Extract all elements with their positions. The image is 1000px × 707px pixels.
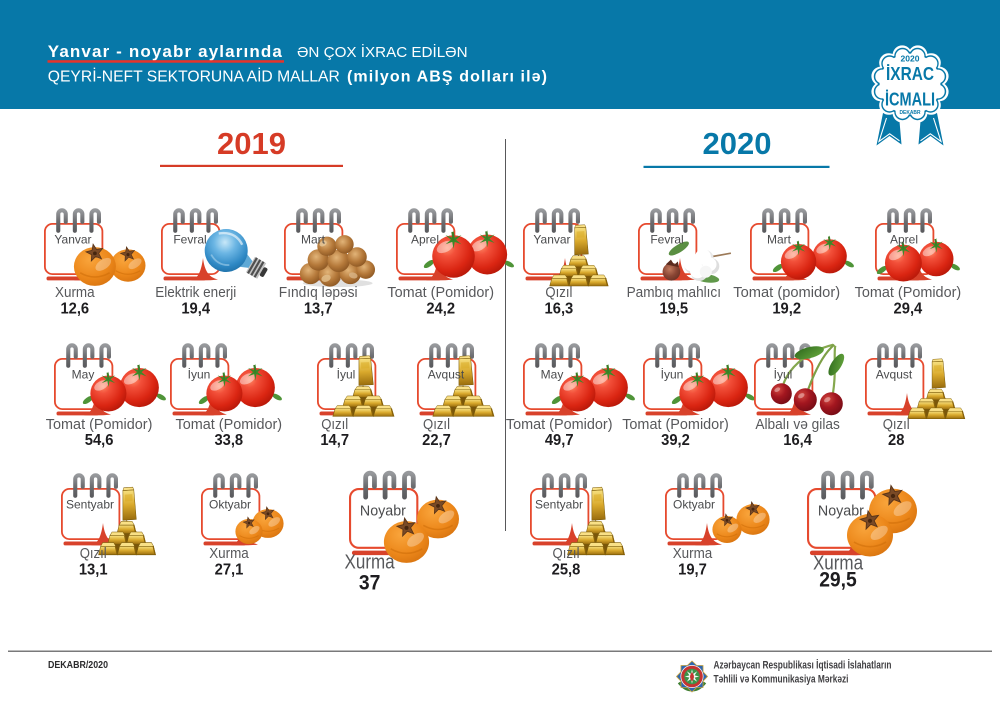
svg-text:Qızıl: Qızıl: [423, 416, 450, 433]
svg-text:19,7: 19,7: [678, 561, 707, 578]
svg-text:13,7: 13,7: [304, 300, 333, 317]
svg-text:Tomat (Pomidor): Tomat (Pomidor): [46, 416, 153, 433]
svg-text:Qızıl: Qızıl: [553, 545, 580, 562]
svg-text:14,7: 14,7: [320, 432, 349, 449]
svg-text:Avqust: Avqust: [876, 367, 913, 381]
svg-text:Azərbaycan Respublikası İqtisa: Azərbaycan Respublikası İqtisadi İslahat…: [714, 659, 892, 672]
svg-text:Yanvar: Yanvar: [533, 232, 570, 246]
svg-text:Tomat (Pomidor): Tomat (Pomidor): [175, 416, 282, 433]
svg-text:Yanvar - noyabr aylarında: Yanvar - noyabr aylarında: [48, 42, 283, 61]
svg-text:Aprel: Aprel: [411, 232, 439, 246]
svg-text:12,6: 12,6: [60, 300, 89, 317]
svg-text:DEKABR/2020: DEKABR/2020: [48, 660, 108, 671]
svg-text:Mart: Mart: [767, 232, 792, 246]
svg-text:25,8: 25,8: [552, 561, 581, 578]
svg-text:Xurma: Xurma: [673, 545, 713, 562]
svg-text:QEYRİ-NEFT SEKTORUNA AİD MALLA: QEYRİ-NEFT SEKTORUNA AİD MALLAR: [48, 67, 340, 86]
svg-text:16,3: 16,3: [544, 300, 573, 317]
svg-text:Fevral: Fevral: [173, 232, 206, 246]
svg-text:Tomat (Pomidor): Tomat (Pomidor): [622, 416, 729, 433]
svg-text:Tomat (Pomidor): Tomat (Pomidor): [505, 416, 612, 433]
svg-text:Oktyabr: Oktyabr: [209, 497, 251, 511]
svg-text:Yanvar: Yanvar: [54, 232, 91, 246]
svg-text:Aprel: Aprel: [890, 232, 918, 246]
svg-text:29,5: 29,5: [819, 568, 857, 591]
svg-text:Sentyabr: Sentyabr: [66, 497, 114, 511]
svg-text:Qızıl: Qızıl: [80, 545, 107, 562]
svg-text:Qızıl: Qızıl: [882, 416, 909, 433]
svg-text:37: 37: [359, 571, 381, 594]
svg-text:İyun: İyun: [660, 367, 683, 381]
svg-text:33,8: 33,8: [214, 432, 243, 449]
svg-text:Avqust: Avqust: [428, 367, 465, 381]
svg-text:İyun: İyun: [187, 367, 210, 381]
svg-text:Albalı və gilas: Albalı və gilas: [756, 416, 841, 433]
svg-text:Qızıl: Qızıl: [545, 283, 572, 300]
svg-text:İCMALI: İCMALI: [885, 90, 935, 110]
svg-text:Xurma: Xurma: [209, 545, 249, 562]
svg-text:19,2: 19,2: [773, 300, 802, 317]
svg-text:Təhlili və Kommunikasiya Mərkə: Təhlili və Kommunikasiya Mərkəzi: [714, 674, 849, 686]
svg-text:İyul: İyul: [774, 367, 793, 381]
svg-text:24,2: 24,2: [427, 300, 456, 317]
svg-text:Tomat (Pomidor): Tomat (Pomidor): [388, 283, 495, 300]
svg-text:Qızıl: Qızıl: [321, 416, 348, 433]
svg-text:Noyabr: Noyabr: [818, 502, 864, 519]
svg-text:2020: 2020: [703, 126, 772, 161]
svg-text:İXRAC: İXRAC: [886, 64, 934, 84]
svg-text:2019: 2019: [217, 126, 286, 161]
svg-text:16,4: 16,4: [784, 432, 813, 449]
svg-text:49,7: 49,7: [544, 432, 573, 449]
svg-text:Mart: Mart: [301, 232, 326, 246]
svg-text:27,1: 27,1: [215, 561, 244, 578]
svg-text:39,2: 39,2: [661, 432, 690, 449]
svg-text:28: 28: [888, 432, 904, 449]
svg-text:DEKABR: DEKABR: [900, 110, 921, 116]
svg-text:Tomat (Pomidor): Tomat (Pomidor): [854, 283, 961, 300]
svg-text:13,1: 13,1: [79, 561, 108, 578]
svg-text:22,7: 22,7: [422, 432, 451, 449]
svg-text:29,4: 29,4: [893, 300, 922, 317]
svg-text:Fevral: Fevral: [650, 232, 683, 246]
svg-text:54,6: 54,6: [85, 432, 114, 449]
svg-text:Tomat (pomidor): Tomat (pomidor): [734, 283, 841, 300]
svg-text:Xurma: Xurma: [55, 283, 95, 300]
svg-text:(milyon ABŞ dolları ilə): (milyon ABŞ dolları ilə): [347, 69, 547, 86]
svg-text:2020: 2020: [901, 55, 921, 64]
svg-text:Elektrik enerji: Elektrik enerji: [155, 283, 236, 300]
svg-text:ƏN ÇOX İXRAC EDİLƏN: ƏN ÇOX İXRAC EDİLƏN: [297, 43, 468, 61]
svg-text:Pambıq mahlıcı: Pambıq mahlıcı: [627, 283, 721, 300]
svg-text:İyul: İyul: [336, 367, 355, 381]
svg-text:Xurma: Xurma: [345, 551, 396, 573]
svg-text:Xurma: Xurma: [813, 552, 864, 574]
svg-text:May: May: [72, 367, 95, 381]
svg-text:May: May: [540, 367, 563, 381]
svg-text:19,5: 19,5: [660, 300, 689, 317]
svg-text:Sentyabr: Sentyabr: [535, 497, 583, 511]
svg-text:Oktyabr: Oktyabr: [673, 497, 715, 511]
svg-text:Fındıq ləpəsi: Fındıq ləpəsi: [279, 283, 358, 300]
svg-text:19,4: 19,4: [181, 300, 210, 317]
svg-text:Noyabr: Noyabr: [360, 502, 406, 519]
